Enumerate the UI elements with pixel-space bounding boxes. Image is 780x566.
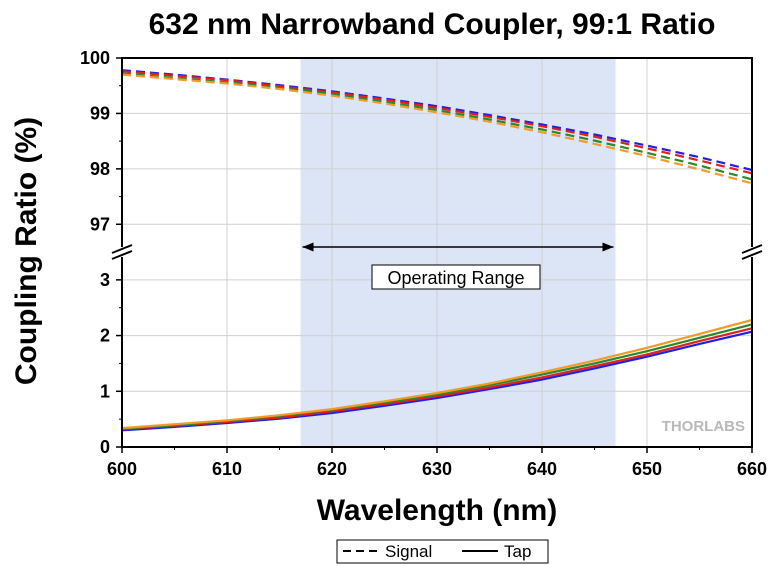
operating-range-label: Operating Range: [387, 268, 524, 288]
arrow-head-left: [302, 242, 314, 252]
legend: Signal Tap: [336, 539, 549, 564]
y-axis-title: Coupling Ratio (%): [10, 117, 43, 385]
x-tick-label: 640: [527, 459, 557, 479]
x-tick-label: 620: [317, 459, 347, 479]
x-tick-label: 610: [212, 459, 242, 479]
series-group: [121, 69, 753, 432]
y-tick-label-lower: 0: [100, 437, 110, 457]
axis-break-gap: [117, 247, 127, 257]
axis-break-mark: [741, 244, 763, 254]
tick-labels-group: 600 610 620 630 640 650 660 97 98 99 100 0 1 2 3: [80, 48, 767, 479]
x-tick-label: 630: [422, 459, 452, 479]
y-tick-label-upper: 98: [90, 159, 110, 179]
arrow-head-right: [602, 242, 614, 252]
tap-series-line-7: [121, 318, 753, 430]
operating-range-arrow-group: Operating Range: [302, 242, 614, 290]
watermark-logo: THORLABS: [662, 418, 745, 435]
y-tick-label-lower: 2: [100, 326, 110, 346]
legend-box: [336, 539, 549, 564]
watermark-group: THORLABS: [662, 418, 745, 435]
y-tick-label-upper: 97: [90, 214, 110, 234]
operating-range-band: [300, 58, 616, 447]
x-tick-label: 660: [737, 459, 767, 479]
legend-label: Signal: [385, 542, 432, 561]
signal-series-line-3: [121, 73, 753, 185]
axis-break-mark: [111, 244, 133, 254]
y-tick-label-lower: 3: [100, 270, 110, 290]
x-tick-label: 650: [632, 459, 662, 479]
x-tick-label: 600: [107, 459, 137, 479]
operating-range-band-group: [300, 58, 616, 447]
axis-break-gap: [747, 247, 757, 257]
axis-break-mark: [741, 250, 763, 260]
axis-break-mark: [111, 250, 133, 260]
x-axis-title: Wavelength (nm): [317, 494, 558, 527]
signal-series-line-1: [121, 70, 753, 175]
legend-label: Tap: [504, 542, 531, 561]
y-tick-label-upper: 99: [90, 103, 110, 123]
y-tick-label-lower: 1: [100, 381, 110, 401]
operating-range-label-box: [371, 264, 541, 290]
y-tick-label-upper: 100: [80, 48, 110, 68]
chart-title: 632 nm Narrowband Coupler, 99:1 Ratio: [149, 8, 716, 41]
